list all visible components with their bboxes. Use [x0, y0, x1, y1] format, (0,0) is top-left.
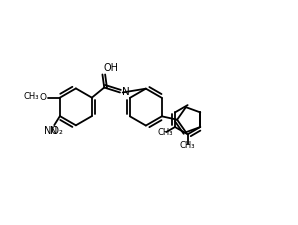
Text: N: N	[122, 87, 130, 97]
Text: NO₂: NO₂	[44, 126, 63, 136]
Text: O: O	[40, 93, 47, 102]
Text: CH₃: CH₃	[158, 128, 173, 137]
Text: N: N	[50, 126, 58, 136]
Text: CH₃: CH₃	[180, 141, 195, 150]
Text: OH: OH	[103, 63, 118, 73]
Text: CH₃: CH₃	[24, 92, 39, 101]
